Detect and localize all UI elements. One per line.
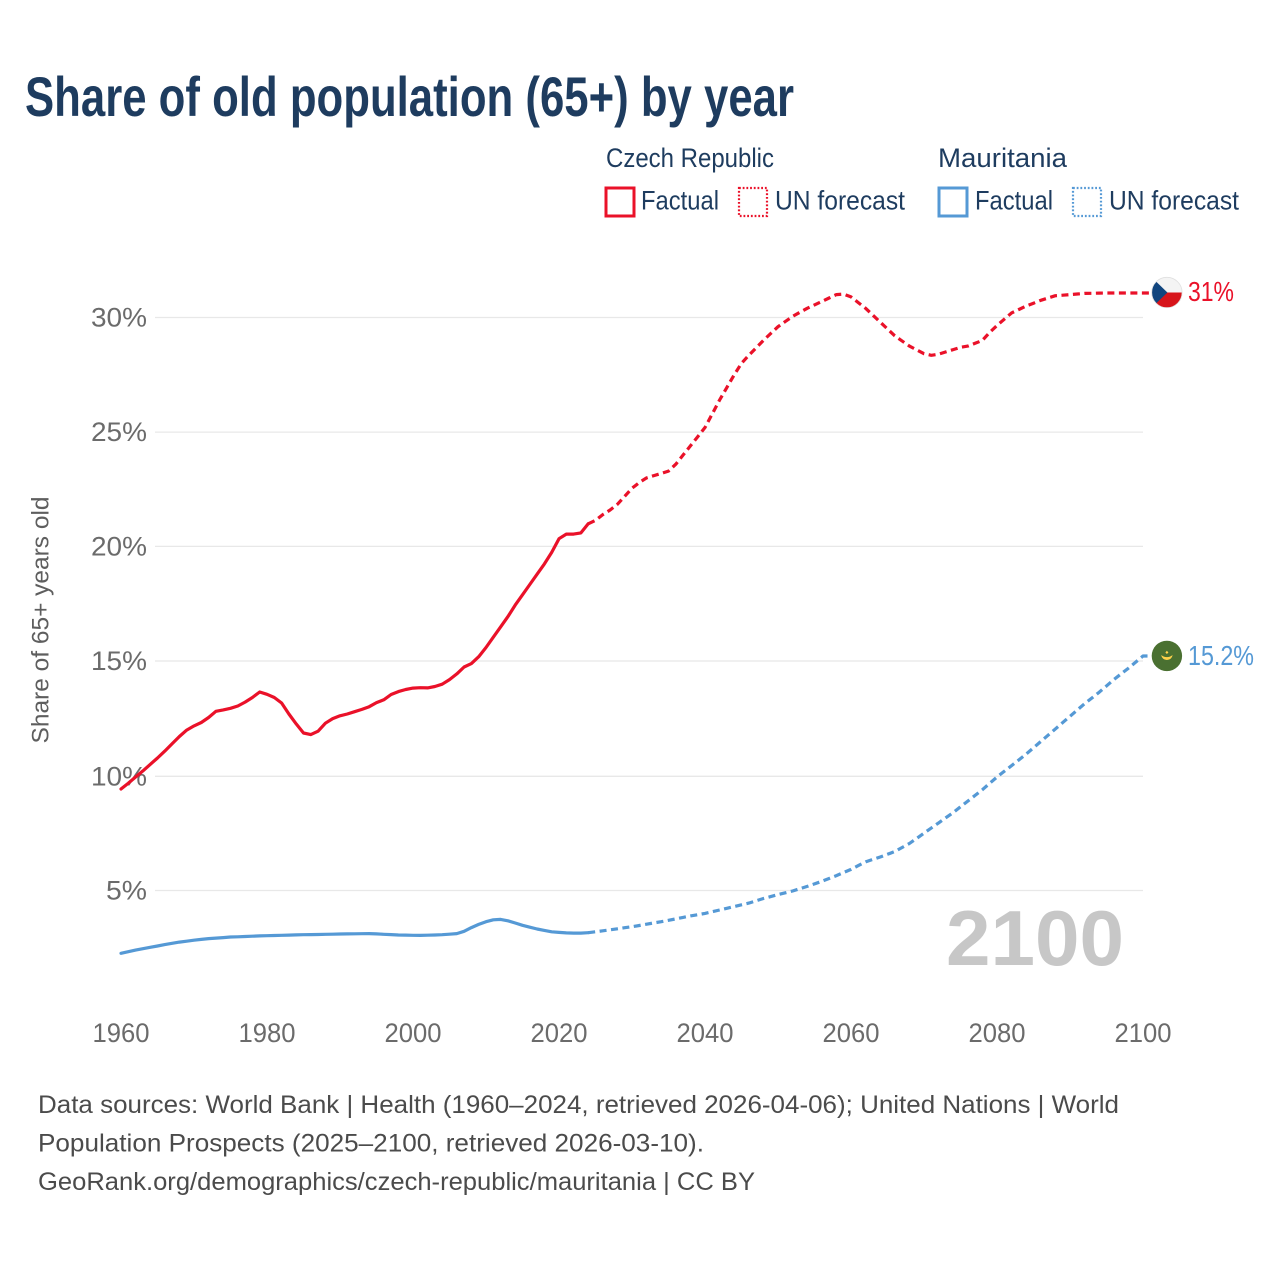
svg-text:Share of 65+ years old: Share of 65+ years old bbox=[28, 497, 55, 744]
svg-text:Data sources: World Bank | Hea: Data sources: World Bank | Health (1960–… bbox=[38, 1091, 1119, 1119]
svg-text:30%: 30% bbox=[91, 303, 147, 333]
svg-text:1960: 1960 bbox=[93, 1018, 150, 1048]
svg-text:GeoRank.org/demographics/czech: GeoRank.org/demographics/czech-republic/… bbox=[38, 1168, 755, 1196]
svg-text:2060: 2060 bbox=[823, 1018, 880, 1048]
svg-text:20%: 20% bbox=[91, 531, 147, 561]
svg-text:Factual: Factual bbox=[975, 186, 1053, 216]
svg-text:Czech Republic: Czech Republic bbox=[606, 143, 774, 173]
svg-text:2080: 2080 bbox=[969, 1018, 1026, 1048]
svg-text:2100: 2100 bbox=[946, 894, 1124, 982]
svg-text:31%: 31% bbox=[1188, 276, 1234, 307]
svg-text:UN forecast: UN forecast bbox=[775, 186, 905, 216]
svg-text:2100: 2100 bbox=[1115, 1018, 1172, 1048]
svg-text:15.2%: 15.2% bbox=[1188, 640, 1254, 671]
svg-text:UN forecast: UN forecast bbox=[1109, 186, 1239, 216]
svg-text:25%: 25% bbox=[91, 417, 147, 447]
svg-text:Mauritania: Mauritania bbox=[938, 143, 1068, 173]
svg-text:2000: 2000 bbox=[385, 1018, 442, 1048]
svg-text:15%: 15% bbox=[91, 646, 147, 676]
svg-text:5%: 5% bbox=[106, 876, 147, 906]
svg-text:1980: 1980 bbox=[239, 1018, 296, 1048]
svg-text:2020: 2020 bbox=[531, 1018, 588, 1048]
svg-text:Factual: Factual bbox=[641, 186, 719, 216]
svg-text:Share of old population (65+): Share of old population (65+) by year bbox=[25, 65, 794, 128]
svg-text:Population Prospects (2025–210: Population Prospects (2025–2100, retriev… bbox=[38, 1130, 704, 1158]
svg-text:2040: 2040 bbox=[677, 1018, 734, 1048]
